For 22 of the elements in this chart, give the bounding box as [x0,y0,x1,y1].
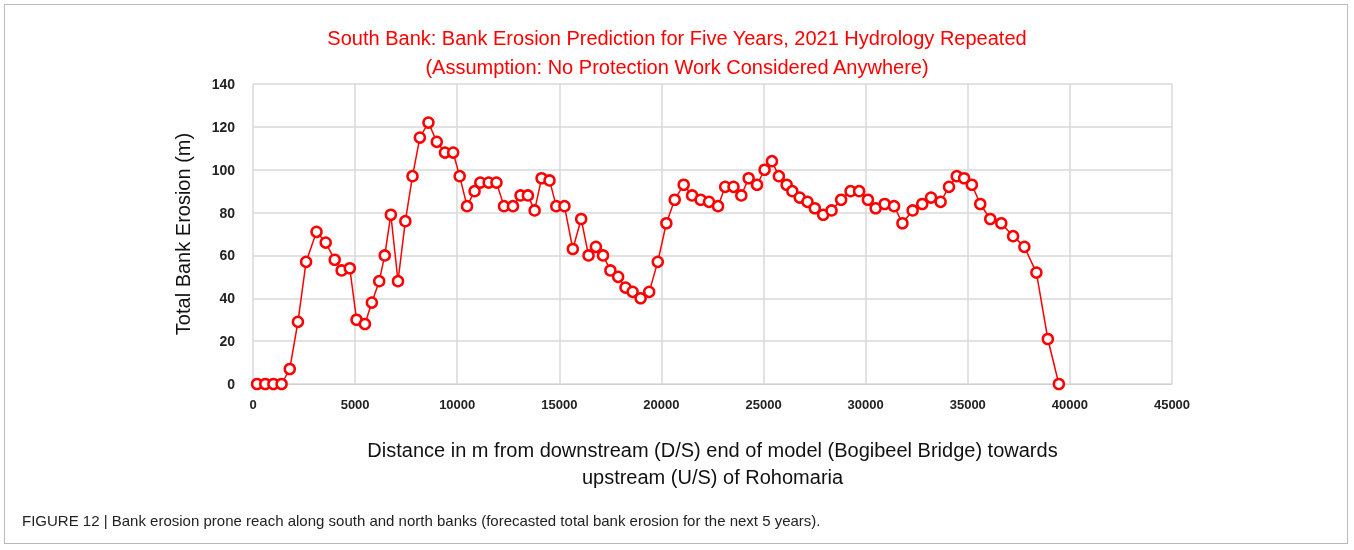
x-axis-title: Distance in m from downstream (D/S) end of model (Bogibeel Bridge) towards upstream (U/S) of Rohomaria [367,438,1058,488]
y-tick-label: 120 [211,118,236,135]
y-tick-label: 20 [219,333,236,350]
y-tick-label: 140 [211,76,236,92]
chart-title: South Bank: Bank Erosion Prediction for Five Years, 2021 Hydrology Repeated (Assumption: No Protection Work Considered Anywhere) [327,26,1027,78]
x-tick-label: 5000 [340,397,370,412]
x-tick-label: 15000 [541,397,578,412]
y-tick-label: 40 [219,290,236,307]
y-tick-label: 60 [219,247,236,264]
x-tick-label: 40000 [1051,397,1088,412]
y-tick-label: 80 [219,204,236,221]
x-tick-label: 10000 [439,397,476,412]
x-tick-label: 45000 [1153,397,1191,412]
y-tick-label: 0 [227,376,236,392]
x-tick-label: 25000 [745,397,782,412]
x-tick-label: 35000 [949,397,986,412]
x-tick-label: 20000 [643,397,680,412]
x-tick-label: 30000 [847,397,884,412]
caption: FIGURE 12 | Bank erosion prone reach along south and north banks (forecasted total bank erosion for the next 5 years). [22,512,821,529]
y-axis-title: Total Bank Erosion (m) [172,132,194,336]
y-tick-label: 100 [211,161,236,178]
x-tick-label: 0 [249,397,257,412]
